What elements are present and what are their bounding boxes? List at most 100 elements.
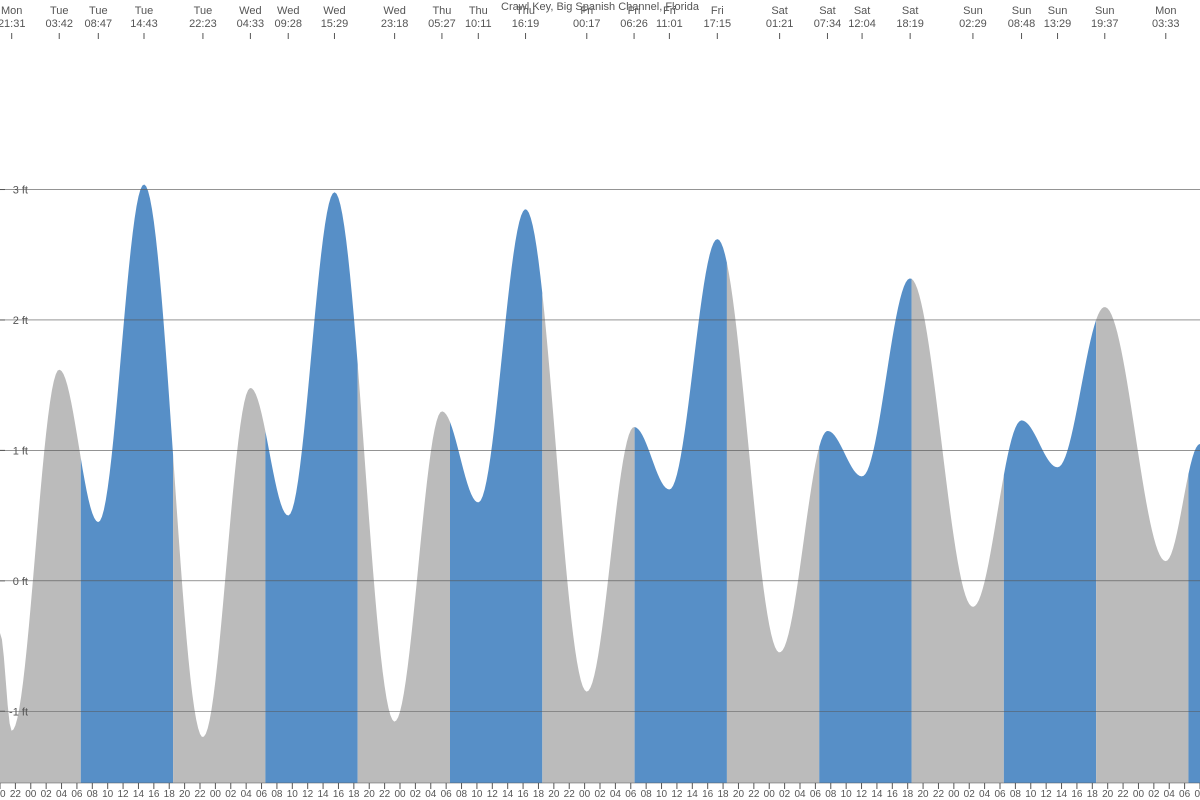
x-tick-label: 12: [118, 789, 130, 800]
x-tick-label: 22: [10, 789, 22, 800]
x-tick-label: 16: [1071, 789, 1083, 800]
x-tick-label: 18: [348, 789, 360, 800]
x-tick-label: 06: [256, 789, 268, 800]
y-tick-label: 2 ft: [13, 315, 28, 327]
x-tick-label: 20: [0, 789, 6, 800]
x-tick-label: 14: [318, 789, 330, 800]
top-time-label: 23:18: [381, 18, 409, 30]
top-day-label: Sat: [819, 5, 836, 17]
x-tick-label: 04: [979, 789, 991, 800]
top-time-label: 07:34: [814, 18, 842, 30]
x-tick-label: 14: [1056, 789, 1068, 800]
top-day-label: Thu: [469, 5, 488, 17]
x-tick-label: 00: [394, 789, 406, 800]
top-day-label: Thu: [432, 5, 451, 17]
x-tick-label: 22: [194, 789, 206, 800]
top-day-label: Wed: [383, 5, 405, 17]
top-time-label: 22:23: [189, 18, 217, 30]
x-tick-label: 14: [133, 789, 145, 800]
top-day-label: Tue: [135, 5, 154, 17]
x-tick-label: 12: [1041, 789, 1053, 800]
x-tick-label: 14: [871, 789, 883, 800]
x-tick-label: 10: [471, 789, 483, 800]
x-tick-label: 06: [1179, 789, 1191, 800]
x-tick-label: 10: [287, 789, 299, 800]
x-tick-label: 18: [164, 789, 176, 800]
x-tick-label: 22: [1118, 789, 1130, 800]
x-tick-label: 08: [1010, 789, 1022, 800]
top-time-label: 08:47: [85, 18, 113, 30]
x-tick-label: 06: [994, 789, 1006, 800]
x-tick-label: 20: [1102, 789, 1114, 800]
x-tick-label: 18: [1087, 789, 1099, 800]
x-tick-label: 00: [210, 789, 222, 800]
x-tick-label: 12: [487, 789, 499, 800]
top-day-label: Wed: [323, 5, 345, 17]
x-tick-label: 02: [964, 789, 976, 800]
top-day-label: Wed: [277, 5, 299, 17]
top-time-label: 06:26: [620, 18, 648, 30]
y-tick-label: 1 ft: [13, 445, 28, 457]
tide-area: [0, 184, 1200, 783]
x-tick-label: 00: [764, 789, 776, 800]
top-day-label: Mon: [1, 5, 22, 17]
x-tick-label: 12: [856, 789, 868, 800]
x-tick-label: 10: [1025, 789, 1037, 800]
x-tick-label: 20: [548, 789, 560, 800]
top-time-label: 02:29: [959, 18, 987, 30]
x-tick-label: 14: [502, 789, 514, 800]
top-day-label: Sun: [963, 5, 983, 17]
x-tick-label: 16: [887, 789, 899, 800]
x-tick-label: 22: [933, 789, 945, 800]
x-tick-label: 18: [718, 789, 730, 800]
x-tick-label: 08: [456, 789, 468, 800]
x-tick-label: 16: [518, 789, 530, 800]
x-tick-label: 12: [302, 789, 314, 800]
x-tick-label: 04: [1164, 789, 1176, 800]
x-tick-label: 18: [533, 789, 545, 800]
top-day-label: Fri: [711, 5, 724, 17]
top-time-label: 17:15: [704, 18, 732, 30]
x-tick-label: 00: [579, 789, 591, 800]
x-tick-label: 06: [810, 789, 822, 800]
top-day-label: Tue: [194, 5, 213, 17]
x-tick-label: 22: [564, 789, 576, 800]
x-tick-label: 06: [441, 789, 453, 800]
x-tick-label: 04: [610, 789, 622, 800]
x-tick-label: 16: [333, 789, 345, 800]
x-tick-label: 00: [1133, 789, 1145, 800]
y-tick-label: -1 ft: [9, 706, 28, 718]
x-tick-label: 12: [671, 789, 683, 800]
x-tick-label: 02: [1148, 789, 1160, 800]
top-time-label: 15:29: [321, 18, 349, 30]
x-tick-label: 18: [902, 789, 914, 800]
x-tick-label: 04: [425, 789, 437, 800]
top-time-label: 01:21: [766, 18, 794, 30]
top-time-label: 16:19: [512, 18, 540, 30]
x-tick-label: 08: [87, 789, 99, 800]
tide-chart: -1 ft0 ft1 ft2 ft3 ft2022000204060810121…: [0, 0, 1200, 800]
x-tick-label: 08: [825, 789, 837, 800]
top-time-label: 11:01: [656, 18, 683, 30]
x-tick-label: 22: [379, 789, 391, 800]
top-time-label: 09:28: [274, 18, 302, 30]
top-time-label: 00:17: [573, 18, 601, 30]
x-tick-label: 20: [179, 789, 191, 800]
top-day-label: Sun: [1095, 5, 1115, 17]
x-tick-label: 04: [794, 789, 806, 800]
x-tick-label: 16: [148, 789, 160, 800]
top-time-label: 18:19: [896, 18, 924, 30]
x-tick-label: 00: [948, 789, 960, 800]
x-tick-label: 04: [56, 789, 68, 800]
top-time-label: 08:48: [1008, 18, 1036, 30]
x-tick-label: 20: [733, 789, 745, 800]
top-time-label: 03:33: [1152, 18, 1180, 30]
x-tick-label: 06: [71, 789, 83, 800]
top-day-label: Sat: [854, 5, 871, 17]
y-tick-label: 3 ft: [13, 185, 28, 197]
top-day-label: Sat: [902, 5, 919, 17]
y-tick-label: 0 ft: [13, 576, 28, 588]
top-time-label: 21:31: [0, 18, 25, 30]
top-day-label: Sun: [1048, 5, 1068, 17]
x-tick-label: 22: [748, 789, 760, 800]
